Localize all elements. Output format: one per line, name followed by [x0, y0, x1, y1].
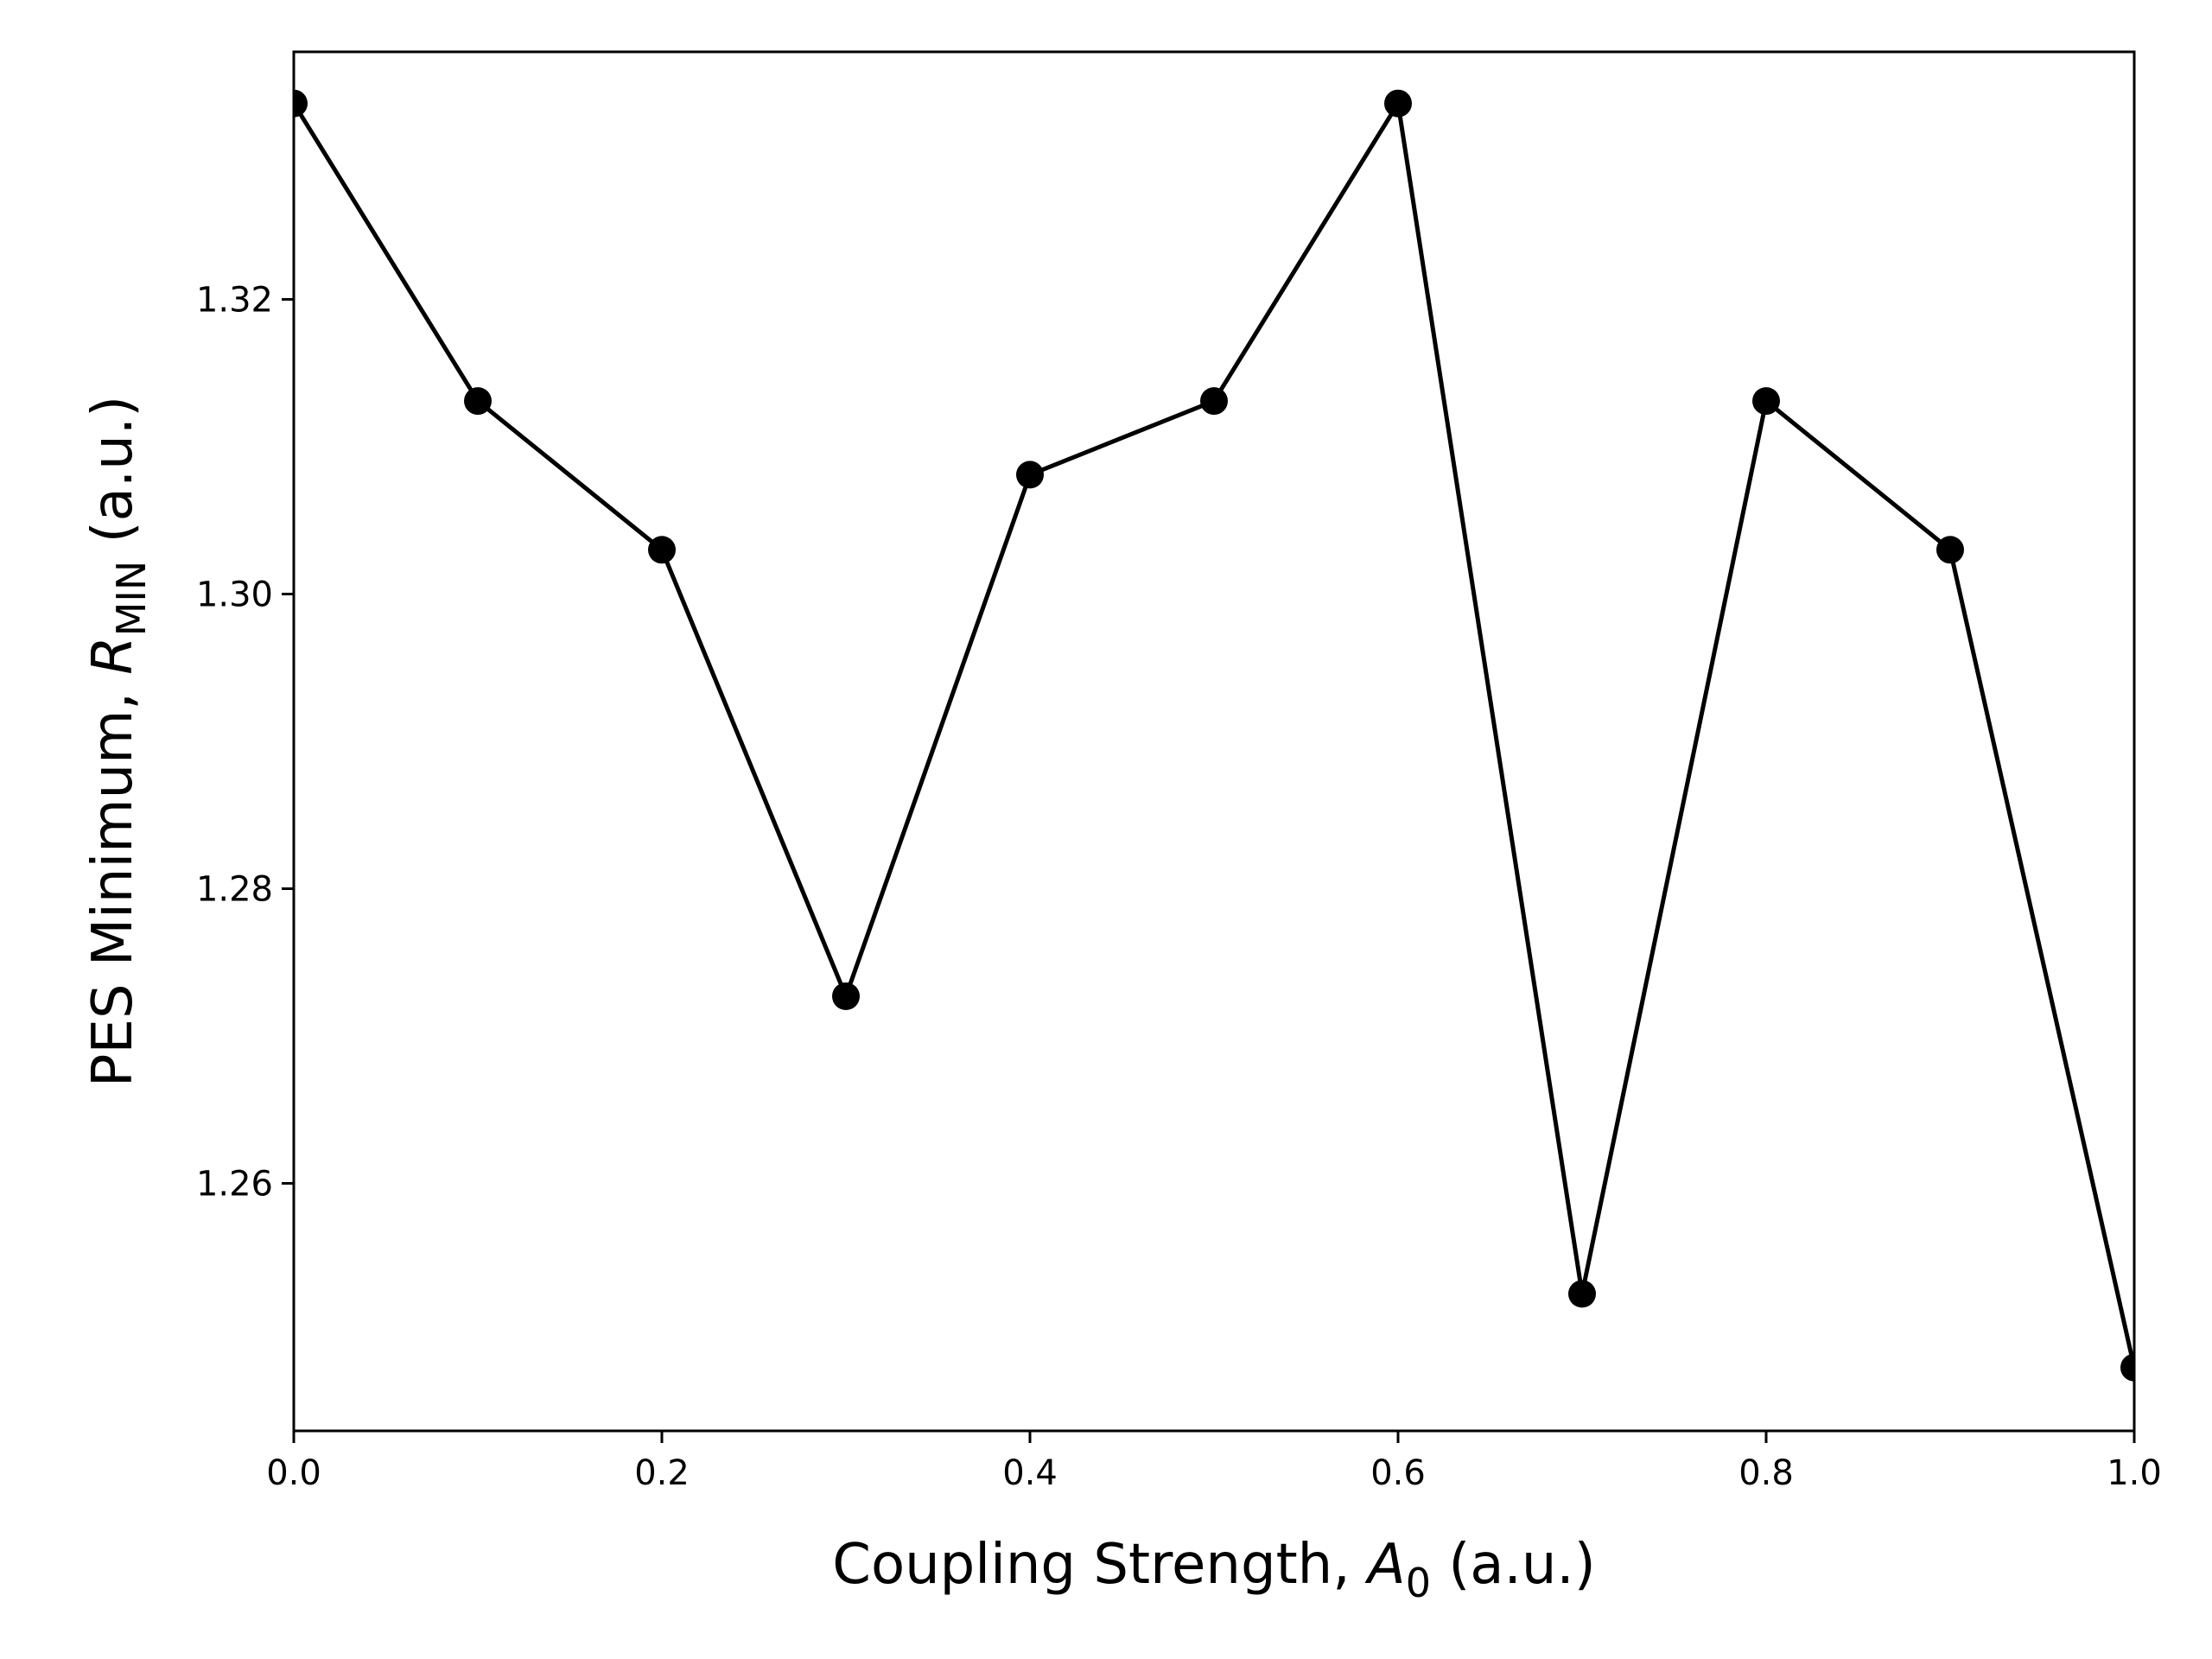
x-tick-label: 0.4: [1002, 1453, 1058, 1493]
data-point: [648, 536, 676, 563]
y-tick-label: 1.30: [196, 575, 273, 614]
y-tick-label: 1.32: [196, 280, 273, 320]
y-tick-label: 1.26: [196, 1165, 273, 1205]
data-point: [832, 982, 860, 1010]
x-tick-label: 1.0: [2107, 1453, 2162, 1493]
y-axis-label: PES Minimum, RMIN (a.u.): [81, 396, 155, 1087]
data-point: [1384, 90, 1412, 118]
y-tick-label: 1.28: [196, 870, 273, 910]
data-point: [1936, 536, 1964, 563]
x-tick-label: 0.0: [266, 1453, 321, 1493]
data-point: [1752, 387, 1780, 415]
x-axis-label: Coupling Strength, A0 (a.u.): [832, 1533, 1595, 1606]
data-point: [1568, 1280, 1596, 1307]
x-tick-label: 0.8: [1738, 1453, 1794, 1493]
x-tick-label: 0.2: [634, 1453, 690, 1493]
x-tick-label: 0.6: [1370, 1453, 1426, 1493]
data-point: [1016, 461, 1044, 488]
data-point: [464, 387, 492, 415]
data-point: [1200, 387, 1228, 415]
